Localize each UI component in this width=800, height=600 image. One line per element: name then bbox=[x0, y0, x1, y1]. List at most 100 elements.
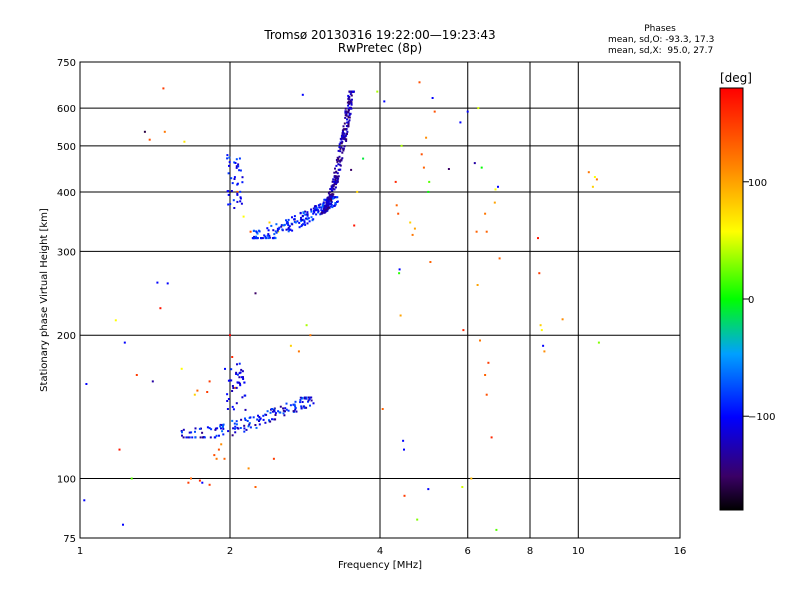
data-point bbox=[275, 231, 278, 234]
data-point bbox=[292, 410, 295, 413]
data-point bbox=[255, 231, 258, 234]
data-point bbox=[258, 416, 261, 418]
x-tick-label: 8 bbox=[527, 546, 533, 557]
data-point bbox=[289, 404, 292, 407]
data-point bbox=[236, 192, 239, 195]
data-point bbox=[345, 110, 347, 113]
data-point bbox=[348, 98, 351, 101]
data-point bbox=[247, 425, 250, 428]
data-point bbox=[221, 426, 224, 428]
data-point bbox=[187, 481, 190, 484]
data-point bbox=[306, 211, 309, 214]
data-point bbox=[230, 379, 233, 382]
data-point bbox=[236, 190, 239, 193]
y-tick-label: 750 bbox=[57, 58, 76, 69]
data-point bbox=[228, 164, 230, 167]
data-point bbox=[343, 137, 346, 139]
data-point bbox=[258, 230, 261, 233]
x-tick-label: 4 bbox=[377, 546, 383, 557]
data-point bbox=[294, 408, 297, 411]
data-point bbox=[341, 157, 344, 160]
data-point bbox=[331, 206, 334, 209]
data-point bbox=[231, 390, 234, 392]
data-point bbox=[310, 399, 313, 402]
data-point bbox=[591, 185, 594, 188]
data-point bbox=[328, 191, 331, 194]
data-point bbox=[302, 211, 305, 214]
data-point bbox=[215, 457, 218, 460]
y-tick-label: 400 bbox=[57, 188, 76, 199]
data-point bbox=[301, 218, 303, 221]
data-point bbox=[194, 436, 197, 439]
data-point bbox=[227, 190, 230, 193]
data-point bbox=[284, 410, 286, 413]
data-point bbox=[264, 235, 267, 238]
data-point bbox=[493, 201, 496, 204]
colorbar-tick-label: 0 bbox=[748, 295, 754, 306]
data-point bbox=[230, 190, 233, 192]
data-point bbox=[240, 202, 243, 205]
data-point bbox=[422, 166, 425, 169]
data-point bbox=[295, 410, 298, 413]
data-point bbox=[243, 424, 246, 427]
data-point bbox=[231, 182, 234, 185]
data-point bbox=[305, 324, 308, 327]
data-point bbox=[334, 167, 336, 170]
data-point bbox=[315, 213, 318, 216]
y-tick-label: 300 bbox=[57, 247, 76, 258]
data-point bbox=[258, 423, 261, 426]
data-point bbox=[300, 225, 303, 228]
data-point bbox=[224, 367, 226, 370]
data-point bbox=[270, 224, 273, 227]
data-point bbox=[268, 236, 271, 239]
data-point bbox=[235, 158, 238, 161]
data-point bbox=[321, 211, 324, 214]
data-point bbox=[542, 344, 545, 347]
data-point bbox=[166, 282, 169, 285]
data-point bbox=[201, 436, 204, 439]
data-point bbox=[336, 156, 339, 159]
data-point bbox=[332, 178, 335, 181]
data-point bbox=[331, 180, 334, 183]
data-point bbox=[475, 230, 478, 233]
data-point bbox=[340, 142, 343, 145]
data-point bbox=[199, 436, 202, 439]
data-point bbox=[208, 483, 211, 486]
data-point bbox=[335, 183, 337, 186]
data-point bbox=[255, 237, 258, 240]
data-point bbox=[332, 193, 335, 196]
data-point bbox=[338, 143, 341, 146]
data-point bbox=[239, 169, 242, 172]
data-point bbox=[242, 376, 244, 379]
data-point bbox=[305, 397, 308, 400]
data-point bbox=[322, 202, 325, 205]
data-point bbox=[312, 218, 315, 221]
data-point bbox=[274, 418, 277, 421]
chart-title: Tromsø 20130316 19:22:00—19:23:43 bbox=[264, 28, 496, 42]
data-point bbox=[339, 147, 342, 150]
data-point bbox=[494, 188, 497, 191]
data-point bbox=[398, 272, 401, 275]
data-point bbox=[262, 414, 265, 417]
data-point bbox=[227, 430, 230, 433]
data-point bbox=[283, 414, 286, 417]
data-point bbox=[235, 420, 238, 423]
data-point bbox=[243, 430, 246, 433]
data-point bbox=[332, 185, 335, 188]
data-point bbox=[427, 190, 430, 193]
data-point bbox=[348, 116, 351, 119]
data-point bbox=[330, 202, 332, 205]
data-point bbox=[264, 237, 267, 240]
phases-title: Phases bbox=[644, 24, 676, 34]
data-point bbox=[249, 230, 252, 233]
data-point bbox=[306, 213, 309, 216]
data-point bbox=[347, 109, 350, 111]
data-point bbox=[400, 144, 403, 147]
data-point bbox=[274, 412, 277, 415]
data-point bbox=[282, 407, 285, 410]
data-point bbox=[334, 175, 337, 178]
data-point bbox=[181, 434, 183, 437]
data-point bbox=[335, 181, 338, 184]
data-point bbox=[135, 374, 138, 376]
data-point bbox=[337, 149, 340, 152]
